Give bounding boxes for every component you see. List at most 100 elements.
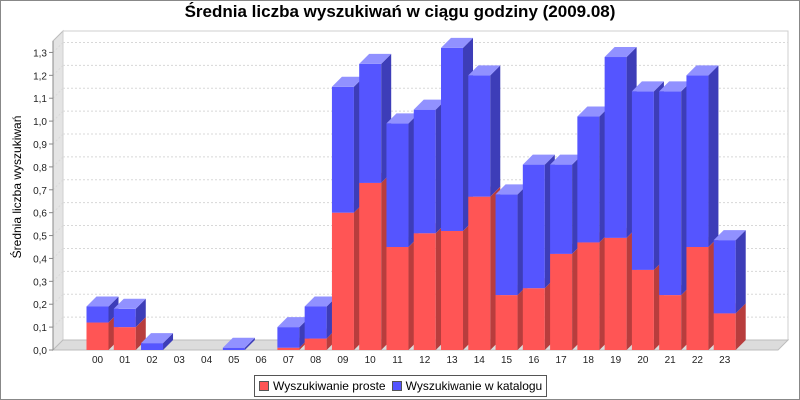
bar-segment <box>413 99 446 234</box>
bar-front <box>277 347 300 350</box>
bar-front <box>577 116 600 243</box>
y-tick-label: 0,8 <box>33 163 47 174</box>
bar-side <box>135 298 146 328</box>
bar-segment <box>604 227 637 350</box>
bar-segment <box>577 232 610 350</box>
bar-segment <box>386 113 419 248</box>
x-tick-label: 11 <box>392 355 403 366</box>
bar-segment <box>441 220 474 350</box>
bar-front <box>550 164 573 254</box>
x-tick-label: 09 <box>337 355 349 366</box>
bar-top <box>713 230 746 241</box>
bar-side <box>490 65 501 197</box>
x-tick-label: 21 <box>665 355 677 366</box>
bar-top <box>359 53 392 64</box>
bar-side <box>108 296 119 323</box>
bar-top <box>659 81 692 92</box>
chart-title: Średnia liczba wyszukiwań w ciągu godzin… <box>184 2 616 21</box>
bar-front <box>468 196 491 350</box>
legend-swatch-catalog <box>391 381 402 391</box>
y-tick-label: 0,5 <box>33 232 47 243</box>
bar-front <box>550 253 573 350</box>
x-tick-label: 17 <box>556 355 568 366</box>
bar-segment <box>359 53 392 183</box>
bar-side <box>163 333 174 350</box>
y-tick-label: 0,7 <box>33 186 47 197</box>
bar-segment <box>550 243 583 350</box>
bar-front <box>277 327 300 348</box>
x-tick-label: 14 <box>474 355 486 366</box>
bar-front <box>631 269 654 350</box>
bar-top <box>522 154 555 165</box>
bar-top <box>550 154 583 165</box>
bar-segment <box>550 154 583 254</box>
y-axis-label: Średnia liczba wyszukiwań <box>9 116 24 259</box>
bar-segment <box>413 223 446 350</box>
bar-front <box>713 240 736 314</box>
bar-front <box>604 237 627 350</box>
bar-segment <box>659 81 692 296</box>
bar-front <box>359 63 382 183</box>
bar-top <box>113 298 146 309</box>
legend-swatch-simple <box>259 381 269 391</box>
x-tick-label: 06 <box>256 355 268 366</box>
bar-front <box>331 212 354 350</box>
legend-label-simple: Wyszukiwanie proste <box>273 379 386 393</box>
y-tick-label: 0,1 <box>33 323 47 334</box>
bar-top <box>631 81 664 92</box>
bar-side <box>708 65 719 247</box>
bar-front <box>522 164 545 289</box>
plot-left-wall <box>52 29 64 352</box>
x-tick-label: 01 <box>119 355 131 366</box>
bar-front <box>386 123 409 247</box>
y-axis: 0,0 0,1 0,2 0,3 0,4 0,5 0,6 0,7 0,8 0,9 1,0 1,1 1,2 1… <box>33 41 54 357</box>
bars <box>86 37 746 350</box>
x-tick-label: 00 <box>92 355 104 366</box>
bar-segment <box>86 296 119 323</box>
bar-front <box>468 75 491 197</box>
bar-top <box>222 337 255 348</box>
bar-side <box>735 303 746 350</box>
bar-segment <box>113 298 146 328</box>
x-tick-label: 19 <box>610 355 622 366</box>
bar-top <box>413 99 446 110</box>
bar-segment <box>441 37 474 231</box>
y-tick-label: 1,0 <box>33 117 47 128</box>
bar-front <box>495 194 518 296</box>
x-tick-label: 22 <box>692 355 704 366</box>
bar-front <box>659 295 682 350</box>
bar-front <box>304 338 327 350</box>
bar-front <box>386 247 409 350</box>
legend-item-simple: Wyszukiwanie proste <box>259 379 386 393</box>
legend-item-catalog: Wyszukiwanie w katalogu <box>391 379 542 393</box>
y-tick-label: 1,2 <box>33 71 47 82</box>
x-tick-label: 15 <box>501 355 513 366</box>
x-tick-label: 12 <box>419 355 431 366</box>
bar-segment <box>468 65 501 197</box>
bar-front <box>713 313 736 350</box>
x-tick-label: 05 <box>228 355 240 366</box>
legend: Wyszukiwanie proste Wyszukiwanie w katal… <box>254 375 548 397</box>
bar-top <box>577 106 610 117</box>
bar-front <box>86 322 109 350</box>
bar-segment <box>304 296 337 339</box>
bar-top <box>686 65 719 76</box>
bar-top <box>604 47 637 58</box>
x-tick-label: 10 <box>365 355 377 366</box>
bar-segment <box>468 186 501 350</box>
y-tick-label: 0,6 <box>33 209 47 220</box>
bar-top <box>86 296 119 307</box>
x-tick-label: 07 <box>283 355 295 366</box>
bar-segment <box>359 172 392 350</box>
bar-segment <box>331 202 364 350</box>
x-tick-label: 03 <box>174 355 186 366</box>
bar-front <box>495 295 518 350</box>
x-axis: 00 01 02 03 04 05 06 07 08 09 10 11 12 13 14 15 16 17 18 19… <box>92 355 731 366</box>
bar-top <box>331 76 364 87</box>
bar-front <box>86 306 109 323</box>
y-tick-label: 0,0 <box>33 346 47 357</box>
bar-front <box>413 109 436 234</box>
bar-front <box>413 233 436 350</box>
bar-front <box>441 47 464 231</box>
